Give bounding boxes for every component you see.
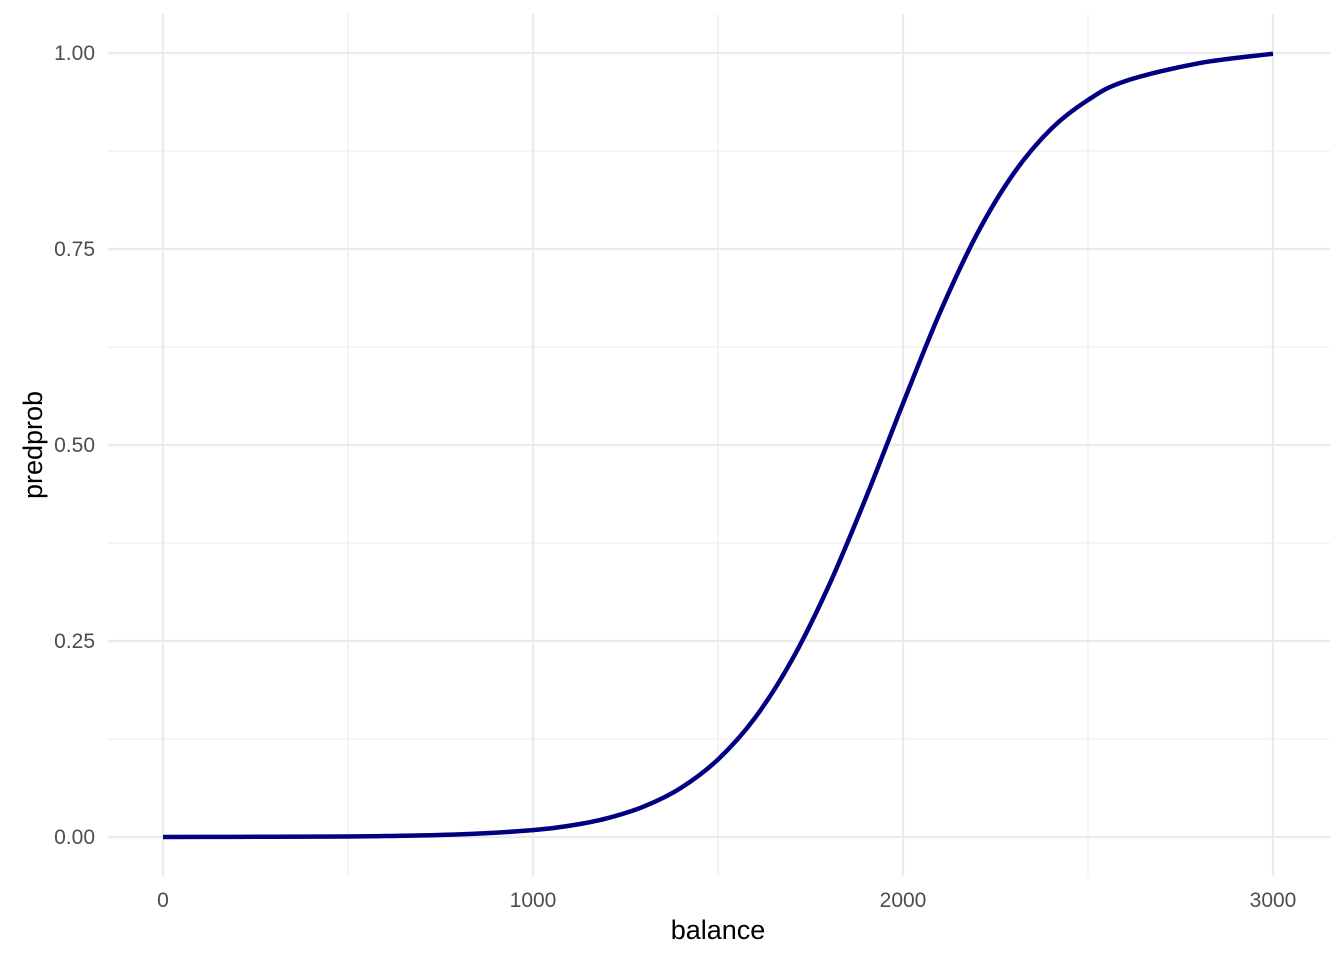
x-axis-title: balance [671,915,766,945]
y-tick-label: 0.25 [54,630,95,653]
x-tick-label: 2000 [880,889,927,912]
series-layer [162,51,1274,840]
y-axis-ticks: 0.00 0.25 0.50 0.75 1.00 [54,42,95,849]
y-axis-title: predprob [18,391,48,499]
series-line [162,51,1274,840]
x-tick-label: 0 [157,889,169,912]
x-axis-ticks: 0 1000 2000 3000 [157,889,1296,912]
y-tick-label: 0.75 [54,238,95,261]
x-tick-label: 1000 [510,889,557,912]
x-tick-label: 3000 [1250,889,1297,912]
y-tick-label: 0.00 [54,826,95,849]
y-tick-label: 1.00 [54,42,95,65]
grid [108,14,1330,876]
y-tick-label: 0.50 [54,434,95,457]
